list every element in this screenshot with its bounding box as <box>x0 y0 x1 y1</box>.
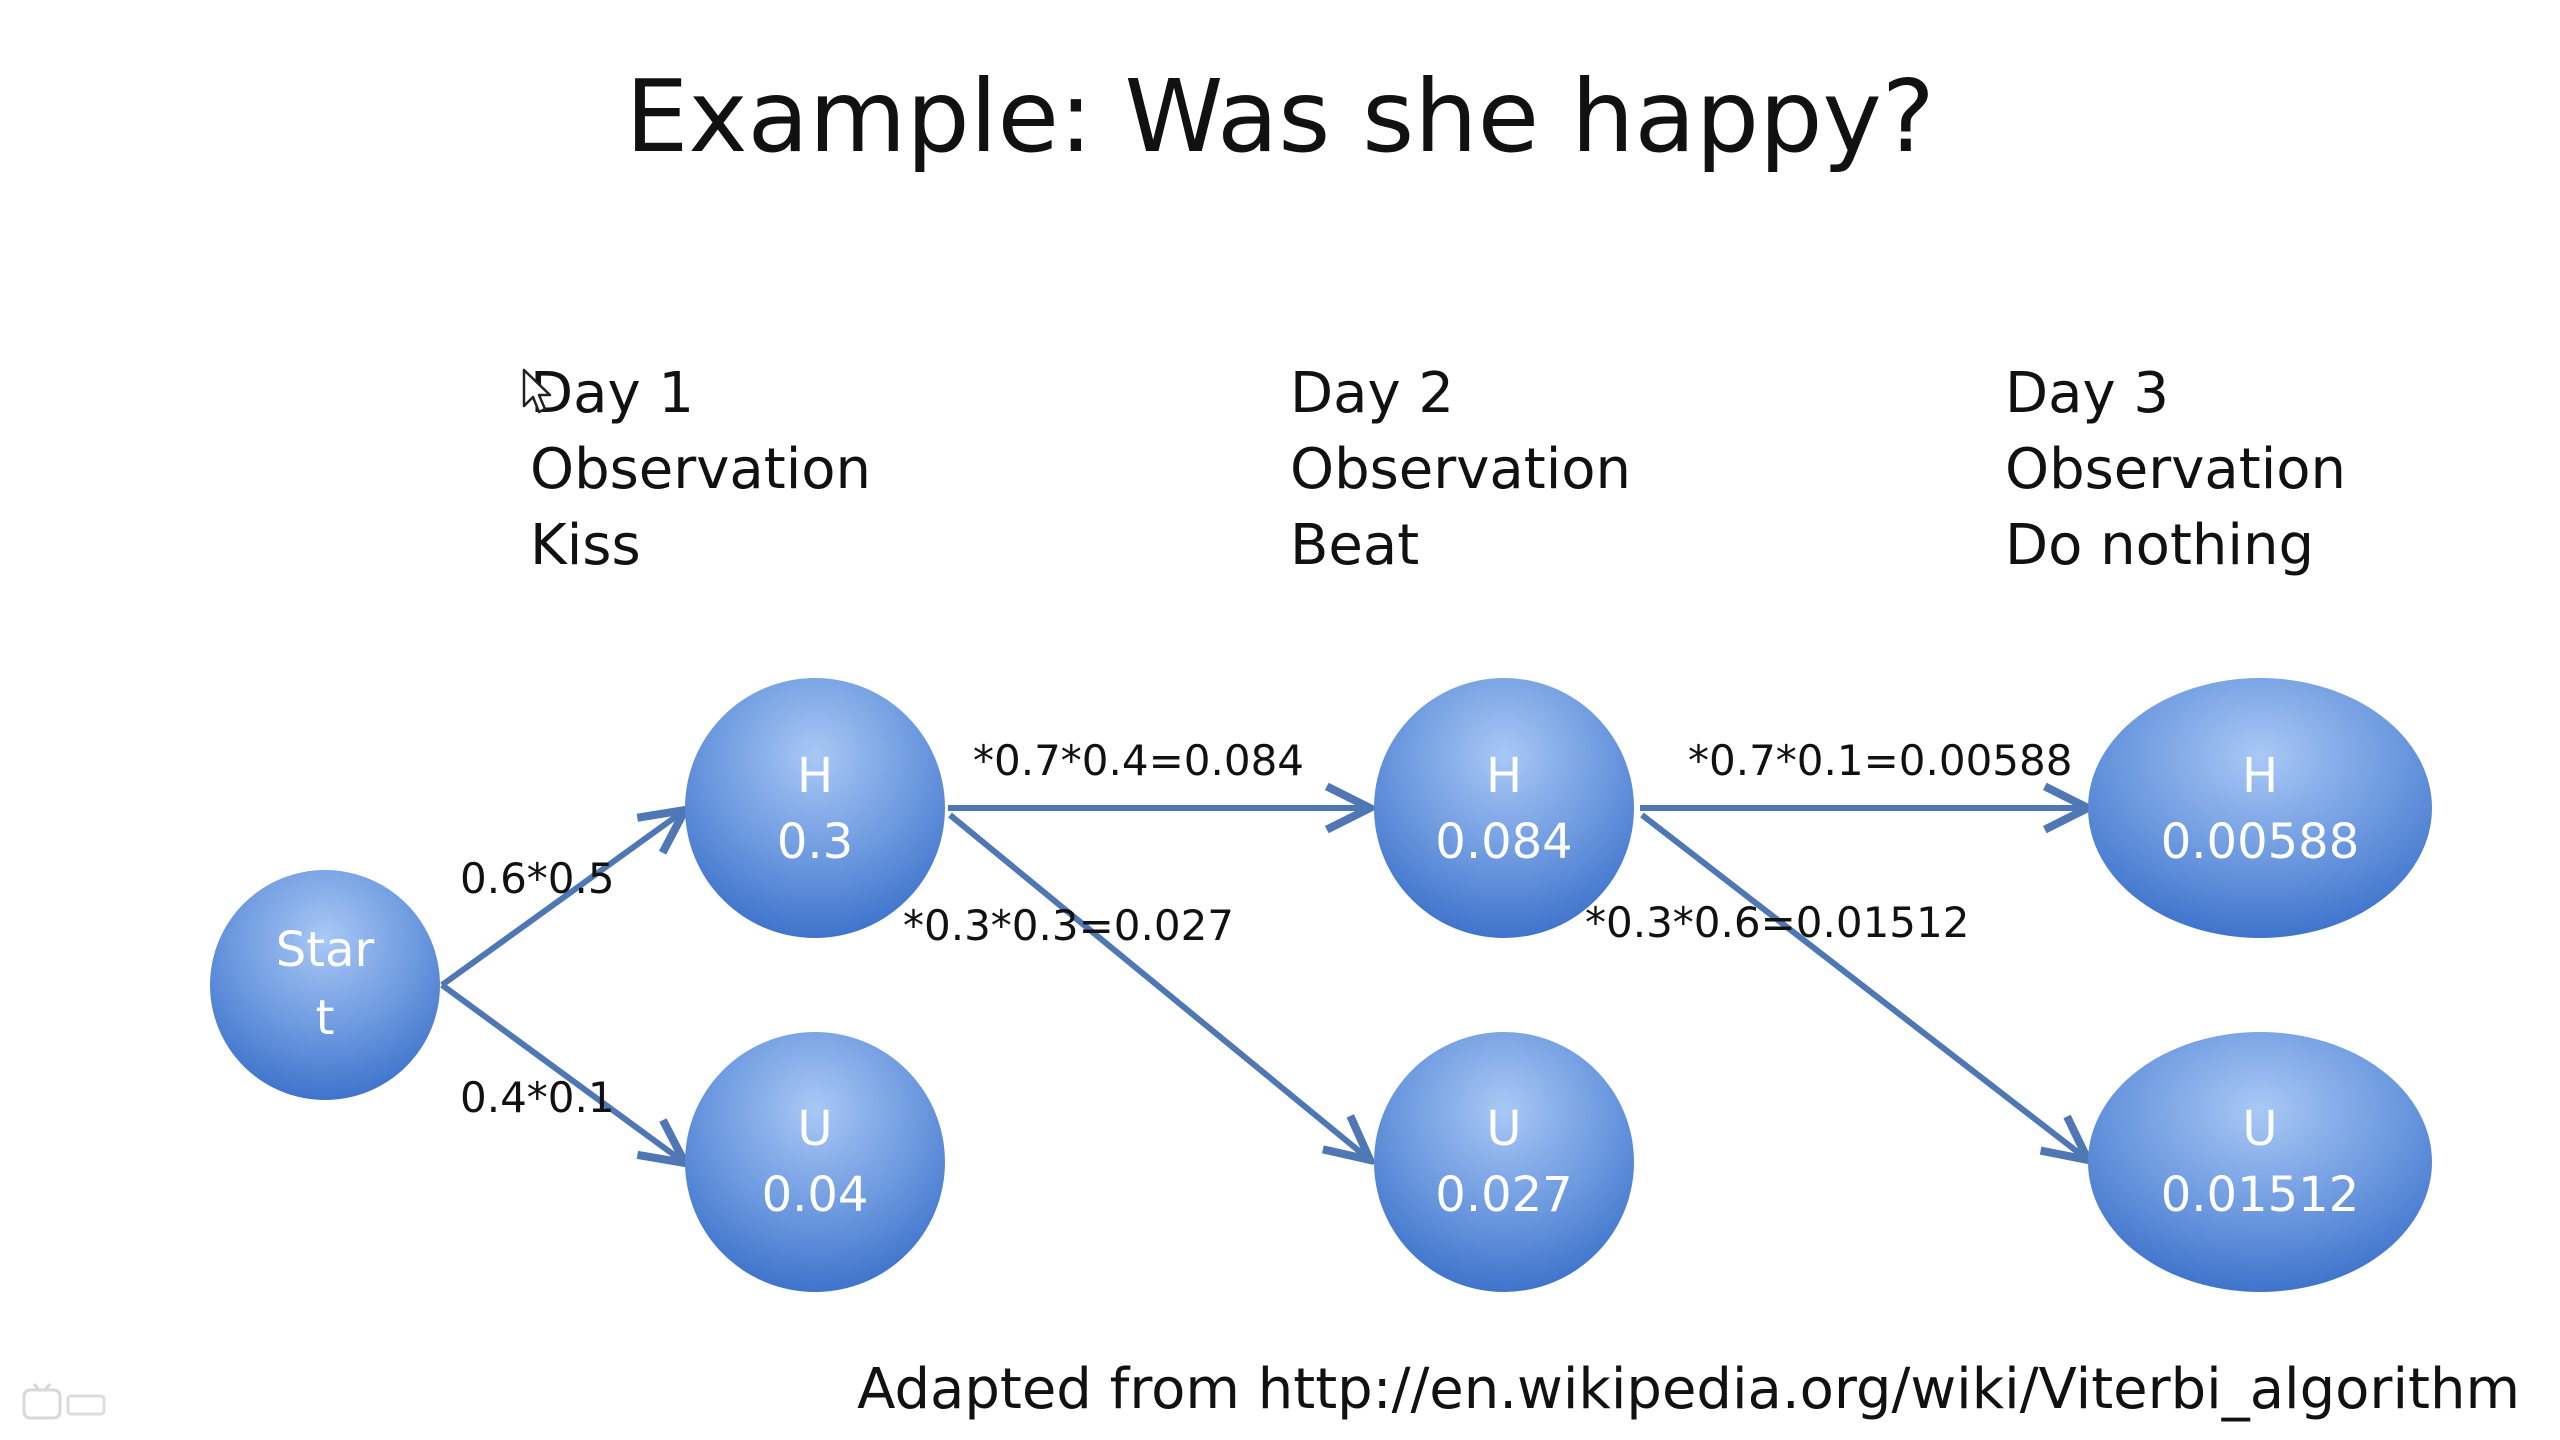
node-u1-value: 0.04 <box>762 1167 869 1223</box>
node-h3-state: H <box>2242 748 2278 804</box>
node-h3: H 0.00588 <box>2088 678 2432 938</box>
bilibili-watermark-icon <box>22 1383 106 1420</box>
node-u1-state: U <box>797 1101 832 1157</box>
day-1-observation-value: Kiss <box>530 513 641 578</box>
node-u1-shape <box>685 1032 945 1292</box>
day-2-observation-value: Beat <box>1290 513 1420 578</box>
node-start-line-2: t <box>316 990 335 1046</box>
edge-label-h1-u2: *0.3*0.3=0.027 <box>903 901 1234 950</box>
node-h1: H 0.3 <box>685 678 945 938</box>
edge-start-h1 <box>440 810 685 988</box>
node-u3-shape <box>2088 1032 2432 1292</box>
source-credit: Adapted from http://en.wikipedia.org/wik… <box>857 1357 2520 1422</box>
day-3-observation-label: Observation <box>2005 437 2347 502</box>
mouse-pointer-icon <box>522 368 552 414</box>
node-u1: U 0.04 <box>685 1032 945 1292</box>
edge-label-start-h1: 0.6*0.5 <box>460 854 615 903</box>
edge-h1-u2 <box>948 812 1370 1160</box>
node-start: Star t <box>210 870 440 1100</box>
day-2-column: Day 2 Observation Beat <box>1290 356 1631 584</box>
node-h1-state: H <box>797 748 833 804</box>
node-start-line-1: Star <box>276 922 375 978</box>
day-3-observation-value: Do nothing <box>2005 513 2314 578</box>
node-u2-state: U <box>1486 1101 1521 1157</box>
node-u3-value: 0.01512 <box>2161 1167 2360 1223</box>
edge-label-h2-u3: *0.3*0.6=0.01512 <box>1585 898 1969 947</box>
day-1-observation-label: Observation <box>530 437 872 502</box>
day-1-label: Day 1 <box>530 361 695 426</box>
node-h2-value: 0.084 <box>1435 814 1572 870</box>
node-h3-shape <box>2088 678 2432 938</box>
edge-label-start-u1: 0.4*0.1 <box>460 1073 615 1122</box>
edge-start-u1 <box>440 982 685 1163</box>
node-u2-value: 0.027 <box>1435 1167 1572 1223</box>
day-3-column: Day 3 Observation Do nothing <box>2005 356 2346 584</box>
node-start-shape <box>210 870 440 1100</box>
node-h2: H 0.084 <box>1374 678 1634 938</box>
node-u3: U 0.01512 <box>2088 1032 2432 1292</box>
node-h2-state: H <box>1486 748 1522 804</box>
node-u3-state: U <box>2242 1101 2277 1157</box>
day-1-column: Day 1 Observation Kiss <box>530 356 871 584</box>
edge-h2-u3 <box>1640 812 2088 1160</box>
edge-label-h2-h3: *0.7*0.1=0.00588 <box>1688 736 2072 785</box>
day-2-observation-label: Observation <box>1290 437 1632 502</box>
node-h3-value: 0.00588 <box>2161 814 2360 870</box>
node-h2-shape <box>1374 678 1634 938</box>
edges <box>440 808 2088 1163</box>
edge-label-h1-h2: *0.7*0.4=0.084 <box>973 736 1304 785</box>
slide-title: Example: Was she happy? <box>625 58 1935 175</box>
node-h1-shape <box>685 678 945 938</box>
node-u2: U 0.027 <box>1374 1032 1634 1292</box>
edge-labels: 0.6*0.5 0.4*0.1 *0.7*0.4=0.084 *0.3*0.3=… <box>460 736 2072 1122</box>
day-3-label: Day 3 <box>2005 361 2170 426</box>
node-h1-value: 0.3 <box>777 814 853 870</box>
node-u2-shape <box>1374 1032 1634 1292</box>
day-2-label: Day 2 <box>1290 361 1455 426</box>
